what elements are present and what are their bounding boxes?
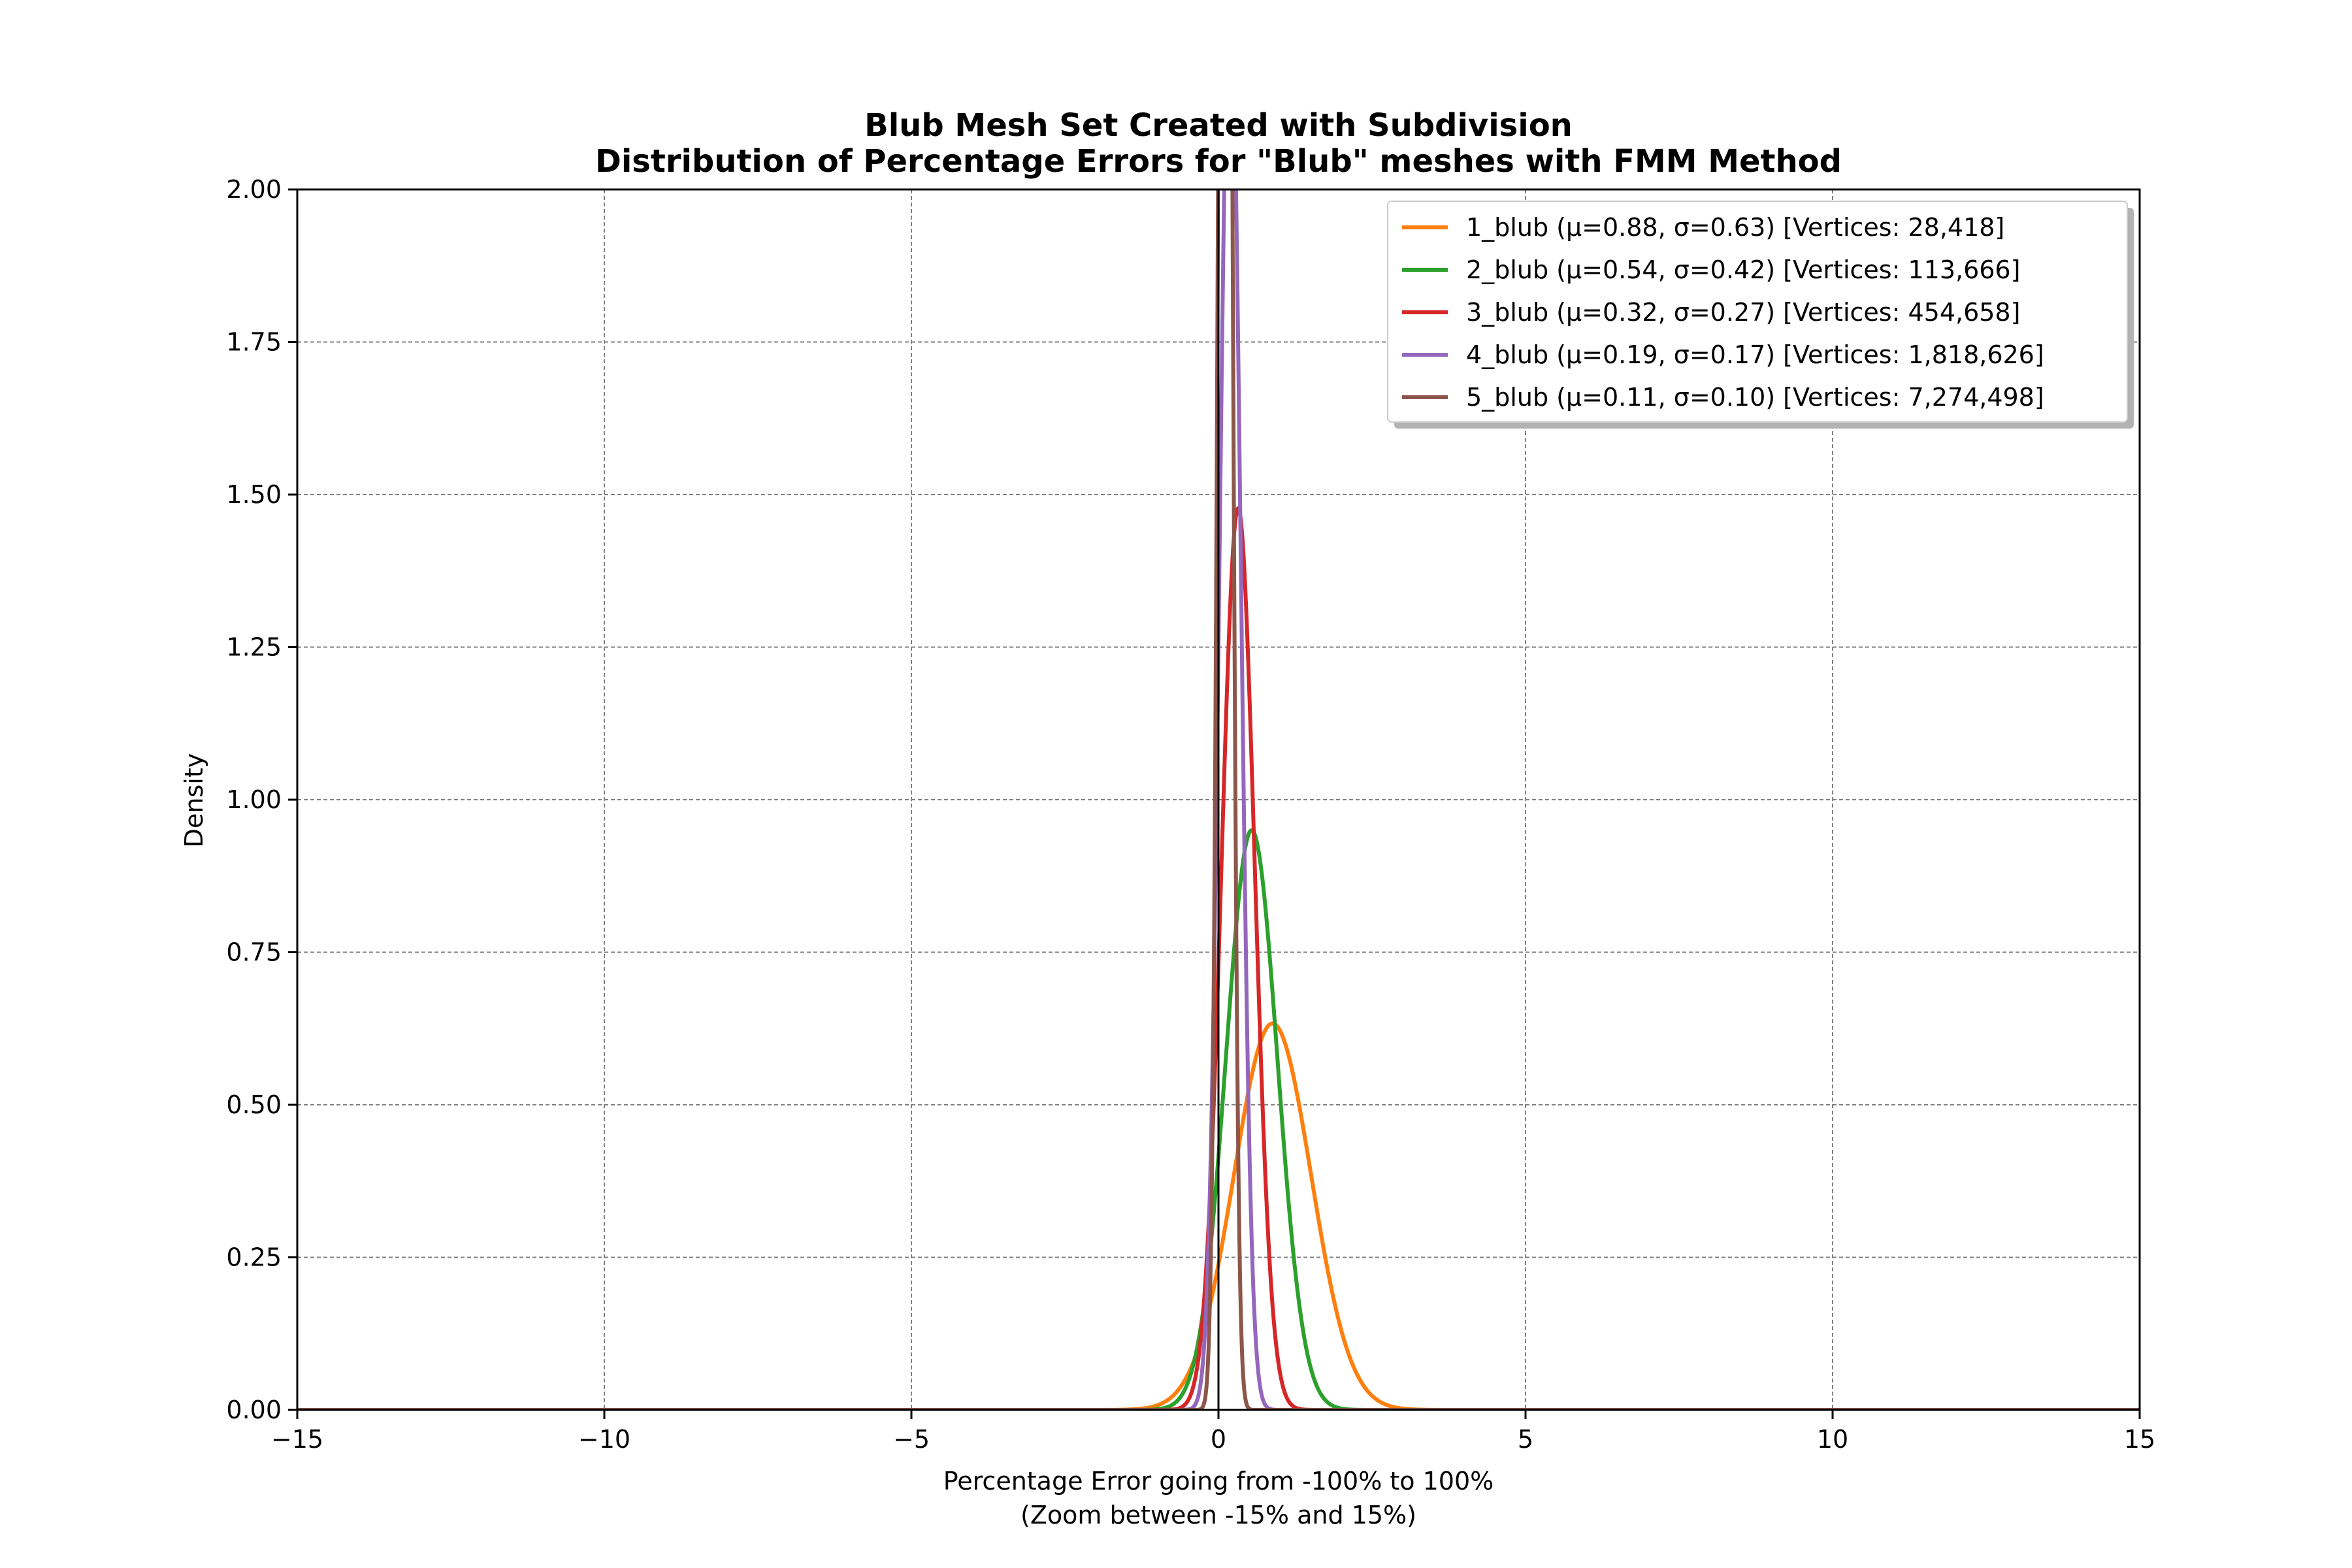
x-axis-label-line1: Percentage Error going from -100% to 100… xyxy=(943,1467,1494,1495)
y-tick-label: 1.50 xyxy=(226,480,282,509)
y-tick-label: 0.00 xyxy=(226,1396,282,1424)
chart-title-line1: Blub Mesh Set Created with Subdivision xyxy=(864,107,1573,144)
legend-label: 1_blub (μ=0.88, σ=0.63) [Vertices: 28,41… xyxy=(1466,213,2004,242)
x-tick-label: −5 xyxy=(893,1425,930,1454)
y-tick-label: 0.50 xyxy=(226,1090,282,1119)
legend-box xyxy=(1387,201,2128,423)
y-tick-label: 1.25 xyxy=(226,633,282,662)
y-axis-label: Density xyxy=(180,753,208,847)
y-tick-label: 0.25 xyxy=(226,1243,282,1272)
legend-label: 2_blub (μ=0.54, σ=0.42) [Vertices: 113,6… xyxy=(1466,255,2020,284)
y-tick-label: 2.00 xyxy=(226,175,282,204)
y-tick-label: 0.75 xyxy=(226,938,282,967)
legend-label: 4_blub (μ=0.19, σ=0.17) [Vertices: 1,818… xyxy=(1466,340,2044,369)
chart-title-line2: Distribution of Percentage Errors for "B… xyxy=(595,143,1842,180)
x-axis-label-line2: (Zoom between -15% and 15%) xyxy=(1021,1501,1416,1529)
x-tick-label: 15 xyxy=(2124,1425,2155,1454)
x-axis-ticks: −15 −10 −5 0 5 10 15 xyxy=(271,1410,2155,1454)
x-tick-label: −15 xyxy=(271,1425,323,1454)
y-axis-ticks: 0.00 0.25 0.50 0.75 1.00 1.25 1.50 1.75 2.00 xyxy=(226,175,297,1424)
legend: 1_blub (μ=0.88, σ=0.63) [Vertices: 28,41… xyxy=(1387,201,2134,429)
x-tick-label: 10 xyxy=(1817,1425,1848,1454)
x-tick-label: −10 xyxy=(578,1425,630,1454)
legend-label: 3_blub (μ=0.32, σ=0.27) [Vertices: 454,6… xyxy=(1466,298,2020,327)
y-tick-label: 1.75 xyxy=(226,328,282,357)
x-tick-label: 5 xyxy=(1518,1425,1533,1454)
legend-label: 5_blub (μ=0.11, σ=0.10) [Vertices: 7,274… xyxy=(1466,383,2044,412)
x-tick-label: 0 xyxy=(1211,1425,1226,1454)
y-tick-label: 1.00 xyxy=(226,785,282,814)
